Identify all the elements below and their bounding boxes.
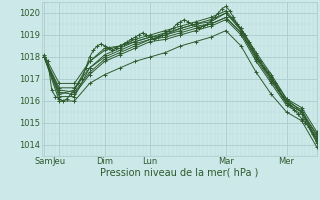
X-axis label: Pression niveau de la mer( hPa ): Pression niveau de la mer( hPa ) [100, 168, 258, 178]
